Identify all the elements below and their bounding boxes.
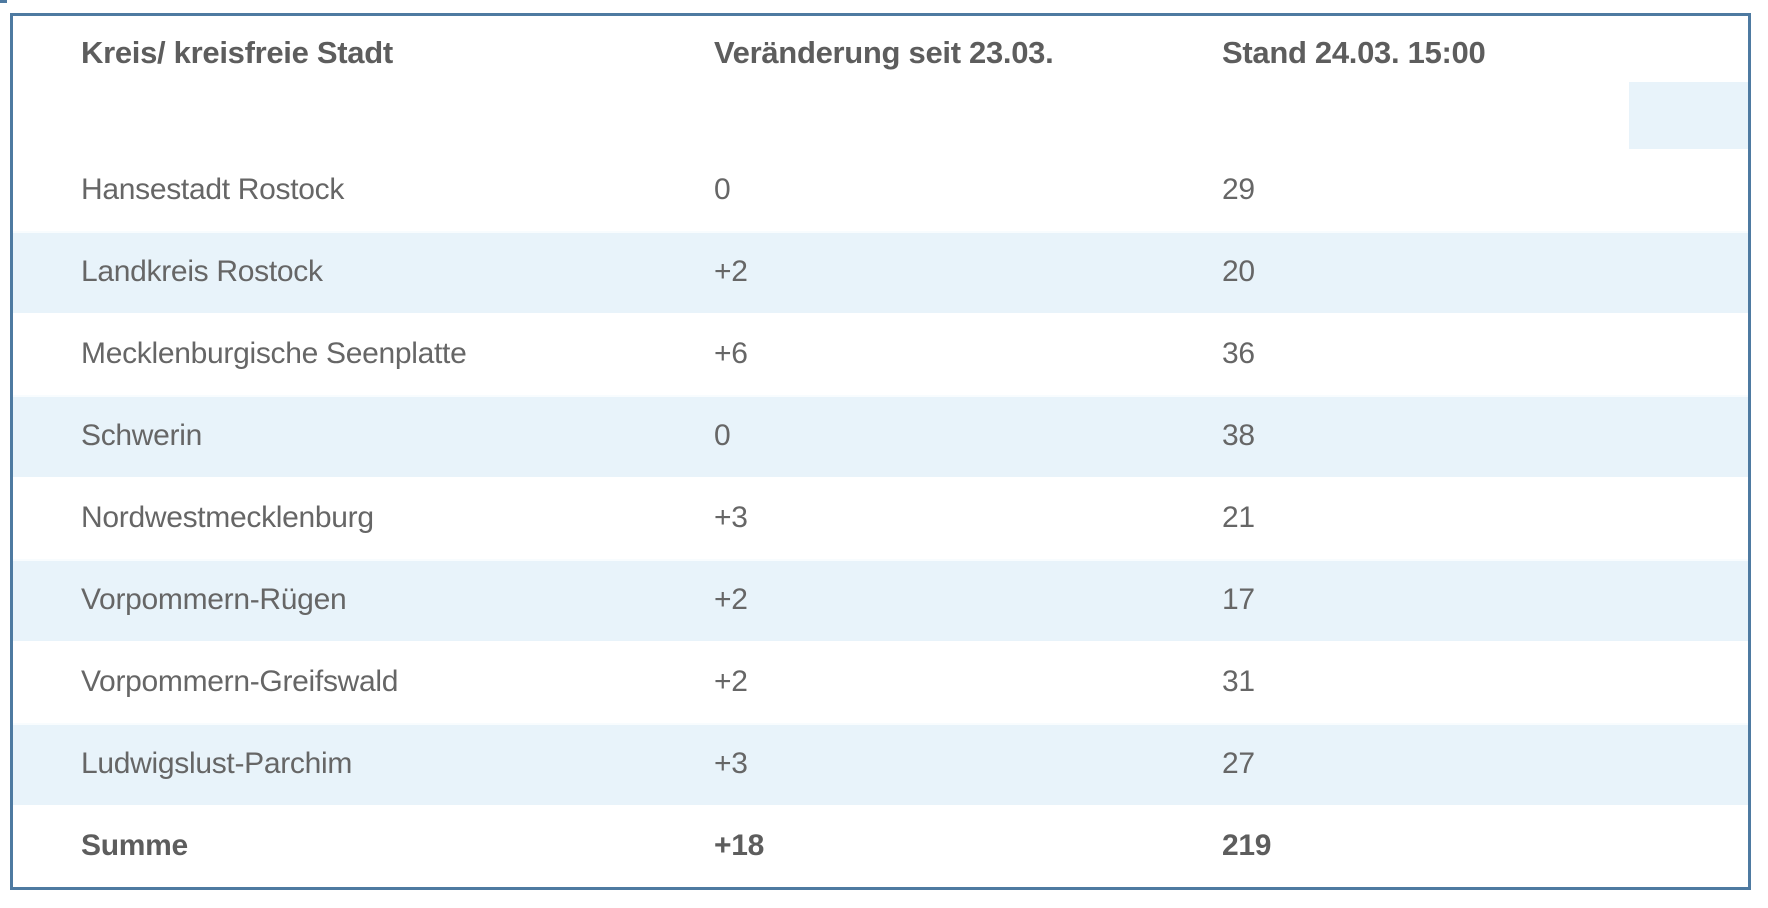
row-stand-value: 17 — [1222, 583, 1255, 616]
row-veraenderung-value: +2 — [714, 583, 748, 616]
row-kreis-name: Ludwigslust-Parchim — [81, 747, 353, 780]
row-kreis-name: Vorpommern-Greifswald — [81, 665, 399, 698]
table-header-row: Kreis/ kreisfreie Stadt Veränderung seit… — [13, 16, 1748, 82]
table-row: Vorpommern-Rügen +2 17 — [13, 559, 1748, 641]
row-veraenderung-value: +6 — [714, 337, 748, 370]
column-header-kreis: Kreis/ kreisfreie Stadt — [81, 35, 393, 71]
column-header-veraenderung: Veränderung seit 23.03. — [714, 35, 1054, 71]
row-kreis-name: Schwerin — [81, 419, 202, 452]
corner-artifact — [0, 0, 7, 3]
column-header-stand: Stand 24.03. 15:00 — [1222, 35, 1486, 71]
row-stand-value: 31 — [1222, 665, 1255, 698]
table-row: Vorpommern-Greifswald +2 31 — [13, 641, 1748, 723]
row-kreis-name: Hansestadt Rostock — [81, 173, 345, 206]
table-row: Schwerin 0 38 — [13, 395, 1748, 477]
row-kreis-name: Landkreis Rostock — [81, 255, 323, 288]
row-stand-value: 38 — [1222, 419, 1255, 452]
row-stand-value: 21 — [1222, 501, 1255, 534]
table-row: Summe +18 219 — [13, 805, 1748, 887]
table-row: Mecklenburgische Seenplatte +6 36 — [13, 313, 1748, 395]
row-veraenderung-value: +3 — [714, 747, 748, 780]
data-table: Kreis/ kreisfreie Stadt Veränderung seit… — [10, 13, 1751, 890]
table-row: Ludwigslust-Parchim +3 27 — [13, 723, 1748, 805]
row-veraenderung-value: +2 — [714, 255, 748, 288]
row-veraenderung-value: +2 — [714, 665, 748, 698]
row-stand-value: 27 — [1222, 747, 1255, 780]
subheader-shaded-cell — [1629, 82, 1748, 149]
table-subheader-row — [13, 82, 1748, 149]
row-kreis-name: Summe — [81, 829, 188, 862]
row-veraenderung-value: 0 — [714, 173, 731, 206]
row-kreis-name: Vorpommern-Rügen — [81, 583, 347, 616]
row-kreis-name: Nordwestmecklenburg — [81, 501, 374, 534]
row-stand-value: 219 — [1222, 829, 1272, 862]
row-veraenderung-value: +3 — [714, 501, 748, 534]
row-stand-value: 36 — [1222, 337, 1255, 370]
row-stand-value: 20 — [1222, 255, 1255, 288]
row-veraenderung-value: 0 — [714, 419, 731, 452]
table-row: Landkreis Rostock +2 20 — [13, 231, 1748, 313]
table-row: Nordwestmecklenburg +3 21 — [13, 477, 1748, 559]
table-row: Hansestadt Rostock 0 29 — [13, 149, 1748, 231]
row-stand-value: 29 — [1222, 173, 1255, 206]
table-body: Hansestadt Rostock 0 29 Landkreis Rostoc… — [13, 149, 1748, 887]
row-kreis-name: Mecklenburgische Seenplatte — [81, 337, 467, 370]
row-veraenderung-value: +18 — [714, 829, 764, 862]
